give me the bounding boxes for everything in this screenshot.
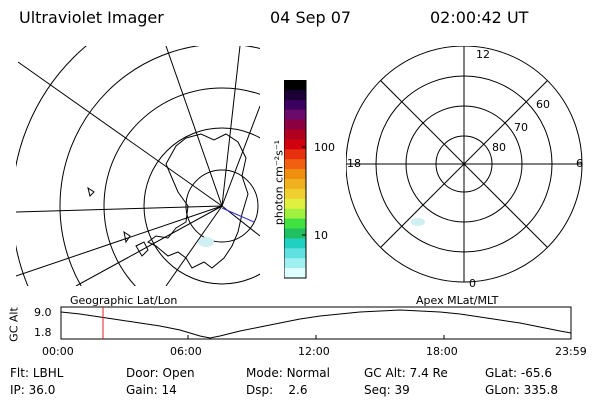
colorbar-segment xyxy=(284,188,306,200)
info-mode: Mode: Normal xyxy=(246,366,330,380)
altitude-plot xyxy=(60,306,572,340)
colorbar-segment xyxy=(284,169,306,180)
geographic-map xyxy=(16,46,260,286)
altitude-axis-label: GC Alt xyxy=(7,307,21,342)
colorbar-segment xyxy=(284,258,306,269)
info-ip: IP: 36.0 xyxy=(10,383,56,397)
instrument-title: Ultraviolet Imager xyxy=(19,8,164,27)
mlt-label-0: 0 xyxy=(469,277,476,290)
colorbar-segment xyxy=(284,238,306,249)
colorbar-segment xyxy=(284,159,306,170)
mlat-label-80: 80 xyxy=(492,141,506,154)
colorbar-segment xyxy=(284,179,306,190)
colorbar-segment xyxy=(284,218,306,229)
geographic-map-label: Geographic Lat/Lon xyxy=(70,294,178,307)
mlat-label-60: 60 xyxy=(536,98,550,111)
colorbar-segment xyxy=(284,198,306,210)
colorbar-segment xyxy=(284,139,306,150)
altitude-xtick-4: 23:59 xyxy=(555,345,587,358)
colorbar-segment xyxy=(284,268,306,279)
colorbar-segment xyxy=(284,248,306,259)
info-gc-alt: GC Alt: 7.4 Re xyxy=(364,366,448,380)
info-glat: GLat: -65.6 xyxy=(485,366,552,380)
apex-map-label: Apex MLat/MLT xyxy=(416,294,499,307)
colorbar-segment xyxy=(284,80,306,91)
altitude-tick-min: 1.8 xyxy=(34,326,52,339)
magnetic-polar-plot xyxy=(346,46,583,283)
colorbar-segment xyxy=(284,99,306,111)
colorbar-segment xyxy=(284,228,306,239)
info-glon: GLon: 335.8 xyxy=(485,383,558,397)
mlt-label-6: 6 xyxy=(576,157,583,170)
altitude-xtick-3: 18:00 xyxy=(426,345,458,358)
info-seq: Seq: 39 xyxy=(364,383,410,397)
info-dsp: Dsp: 2.6 xyxy=(246,383,308,397)
colorbar-segment xyxy=(284,208,306,220)
color-scale-bar xyxy=(284,80,307,279)
info-gain: Gain: 14 xyxy=(126,383,177,397)
colorbar-segment xyxy=(284,149,306,160)
time-label: 02:00:42 UT xyxy=(430,8,529,27)
colorbar-tick-100: 100 xyxy=(314,141,335,154)
colorbar-tick-10: 10 xyxy=(314,229,328,242)
colorbar-segment xyxy=(284,109,306,121)
mlat-label-70: 70 xyxy=(514,121,528,134)
info-flt: Flt: LBHL xyxy=(10,366,64,380)
altitude-xtick-1: 06:00 xyxy=(170,345,202,358)
altitude-xtick-0: 00:00 xyxy=(42,345,74,358)
altitude-xtick-2: 12:00 xyxy=(298,345,330,358)
colorbar-segment xyxy=(284,89,306,101)
date-label: 04 Sep 07 xyxy=(270,8,352,27)
altitude-tick-max: 9.0 xyxy=(34,306,52,319)
info-door: Door: Open xyxy=(126,366,195,380)
colorbar-segment xyxy=(284,119,306,130)
mlt-label-12: 12 xyxy=(476,48,490,61)
colorbar-unit-label: photon cm⁻²s⁻¹ xyxy=(272,139,286,226)
colorbar-segment xyxy=(284,129,306,140)
mlt-label-18: 18 xyxy=(347,157,361,170)
